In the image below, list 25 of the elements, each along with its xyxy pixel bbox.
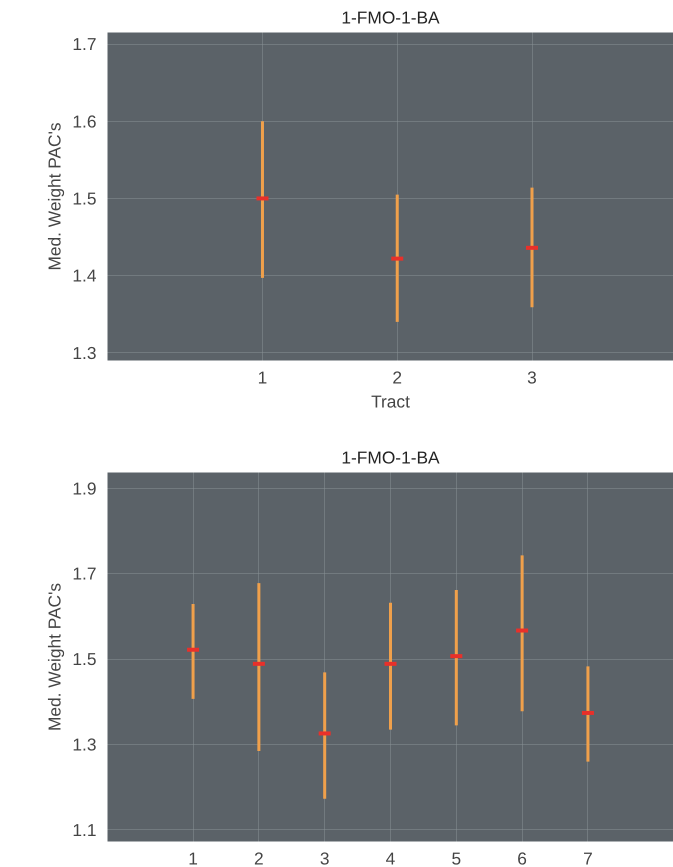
chart-title: 1-FMO-1-BA bbox=[341, 8, 440, 28]
y-axis-title: Med. Weight PAC's bbox=[44, 582, 64, 732]
x-tick-label: 1 bbox=[188, 848, 198, 867]
y-tick-label: 1.6 bbox=[72, 111, 97, 132]
x-tick-label: 3 bbox=[527, 368, 537, 388]
y-tick-label: 1.5 bbox=[72, 649, 97, 670]
y-tick-label: 1.7 bbox=[72, 34, 97, 54]
x-tick-label: 1 bbox=[258, 368, 268, 388]
y-tick-label: 1.5 bbox=[72, 188, 97, 208]
chart-title: 1-FMO-1-BA bbox=[341, 448, 440, 468]
y-tick-label: 1.3 bbox=[72, 342, 97, 363]
x-tick-label: 6 bbox=[517, 848, 527, 867]
x-axis-title: Tract bbox=[371, 392, 410, 412]
y-tick-label: 1.9 bbox=[72, 478, 97, 498]
y-tick-label: 1.1 bbox=[72, 820, 97, 840]
x-tick-label: 2 bbox=[254, 848, 264, 867]
x-tick-label: 4 bbox=[386, 848, 396, 867]
x-tick-label: 5 bbox=[451, 848, 462, 867]
x-tick-label: 2 bbox=[392, 368, 402, 388]
x-tick-label: 3 bbox=[320, 848, 330, 867]
y-tick-label: 1.7 bbox=[72, 564, 97, 584]
y-tick-label: 1.4 bbox=[72, 266, 97, 286]
y-axis-title: Med. Weight PAC's bbox=[44, 122, 64, 271]
y-tick-label: 1.3 bbox=[72, 734, 97, 755]
x-tick-label: 7 bbox=[583, 848, 593, 867]
